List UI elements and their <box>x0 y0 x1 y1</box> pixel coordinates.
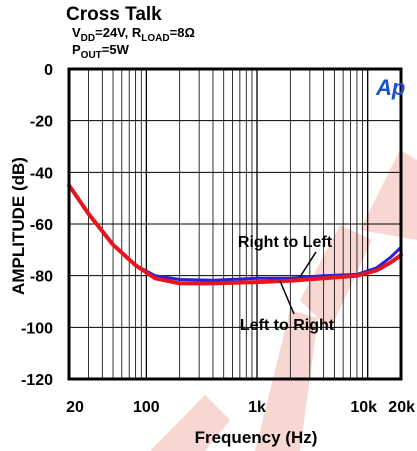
y-tick-label: -80 <box>30 269 53 286</box>
y-tick-label: -60 <box>30 217 53 234</box>
y-tick-label: 0 <box>44 62 53 79</box>
x-tick-label: 10k <box>350 399 377 416</box>
x-tick-label: 100 <box>133 399 160 416</box>
grid <box>69 69 401 379</box>
y-tick-label: -40 <box>30 165 53 182</box>
x-tick-labels: 20 100 1k 10k 20k <box>66 399 415 416</box>
x-tick-label: 1k <box>248 399 266 416</box>
condition-line: POUT=5W <box>72 42 130 61</box>
plot-area: Ap <box>69 69 405 379</box>
y-tick-label: -20 <box>30 114 53 131</box>
watermark-mark <box>360 150 417 240</box>
y-tick-label: -120 <box>21 372 53 389</box>
label-right-to-left: Right to Left <box>238 234 333 251</box>
condition-line: VDD=24V, RLOAD=8Ω <box>72 25 195 44</box>
x-tick-label: 20 <box>66 399 84 416</box>
x-axis-label: Frequency (Hz) <box>195 428 318 447</box>
y-axis-label: AMPLITUDE (dB) <box>9 157 28 295</box>
leader-left-to-right <box>280 281 294 314</box>
ap-logo-text: Ap <box>375 75 405 100</box>
leader-right-to-left <box>300 252 316 277</box>
label-left-to-right: Left to Right <box>240 317 335 334</box>
ap-logo: Ap <box>375 75 405 100</box>
chart-title: Cross Talk <box>66 4 162 25</box>
x-tick-label: 20k <box>388 399 415 416</box>
y-tick-label: -100 <box>21 320 53 337</box>
